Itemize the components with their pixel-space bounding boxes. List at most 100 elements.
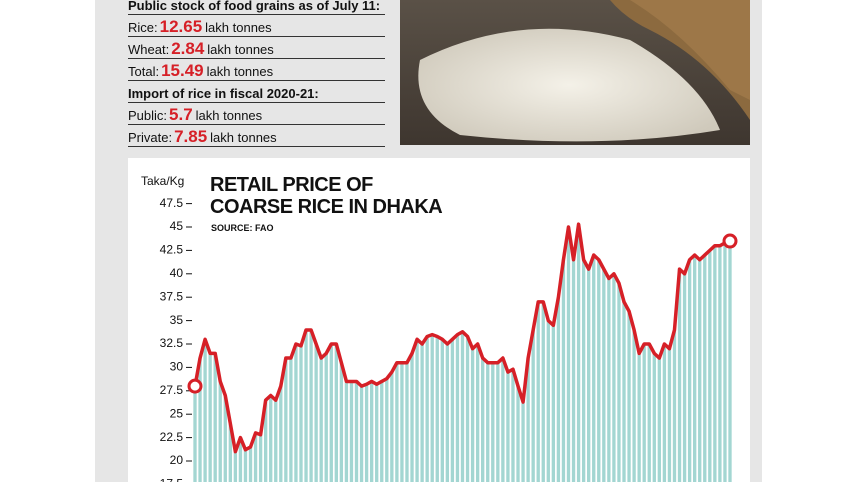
bar bbox=[203, 339, 207, 482]
bar bbox=[698, 259, 702, 482]
bar bbox=[470, 348, 475, 482]
bar bbox=[597, 259, 601, 482]
bar bbox=[324, 353, 328, 482]
bar bbox=[556, 297, 561, 482]
y-tick-label: 27.5 bbox=[160, 383, 184, 397]
info-row: Public stock of food grains as of July 1… bbox=[128, 0, 385, 15]
bar bbox=[440, 339, 444, 482]
bar bbox=[228, 423, 232, 482]
bar bbox=[248, 446, 253, 482]
y-tick-label: 40 bbox=[170, 266, 184, 280]
bar bbox=[657, 358, 662, 482]
bar bbox=[238, 437, 243, 482]
bar bbox=[566, 227, 571, 482]
bar bbox=[243, 449, 248, 482]
info-value: 7.85 bbox=[174, 127, 208, 146]
info-label: Public: bbox=[128, 108, 168, 123]
y-tick-label: 45 bbox=[170, 219, 184, 233]
bar bbox=[637, 353, 641, 482]
rice-photo bbox=[400, 0, 750, 145]
bar bbox=[233, 451, 238, 482]
bar bbox=[708, 250, 712, 482]
bar bbox=[713, 245, 717, 482]
bar bbox=[481, 358, 485, 482]
bar bbox=[208, 353, 212, 482]
bar bbox=[536, 301, 540, 482]
bar bbox=[385, 378, 389, 482]
bar bbox=[390, 372, 394, 482]
bar bbox=[213, 353, 217, 482]
bar bbox=[269, 395, 273, 482]
bar bbox=[607, 278, 611, 482]
bar bbox=[435, 336, 439, 482]
bar bbox=[693, 255, 697, 482]
bar bbox=[632, 329, 636, 482]
bar bbox=[677, 269, 682, 482]
bar bbox=[486, 362, 490, 482]
bar bbox=[546, 320, 550, 482]
end-marker bbox=[187, 378, 203, 394]
bar bbox=[581, 259, 586, 482]
bar bbox=[400, 362, 404, 482]
bar bbox=[359, 386, 364, 482]
info-row: Import of rice in fiscal 2020-21: bbox=[128, 81, 385, 103]
info-unit: lakh tonnes bbox=[206, 64, 274, 79]
bar bbox=[511, 369, 515, 482]
bar bbox=[369, 381, 374, 482]
bar bbox=[380, 381, 384, 482]
bar bbox=[304, 329, 308, 482]
bar bbox=[334, 344, 338, 482]
info-unit: lakh tonnes bbox=[205, 20, 272, 35]
info-label: Rice: bbox=[128, 20, 158, 35]
bar bbox=[592, 255, 596, 482]
bar bbox=[703, 255, 707, 482]
bar bbox=[531, 329, 535, 482]
bar bbox=[223, 395, 227, 482]
bar bbox=[420, 344, 424, 482]
info-unit: lakh tonnes bbox=[210, 130, 277, 145]
bar bbox=[576, 224, 581, 482]
info-value: 5.7 bbox=[169, 105, 193, 124]
bar bbox=[571, 259, 576, 482]
bar bbox=[561, 259, 566, 482]
bar bbox=[258, 434, 263, 482]
bar bbox=[647, 344, 651, 482]
bar bbox=[667, 348, 672, 482]
info-unit: lakh tonnes bbox=[207, 42, 274, 57]
bar bbox=[274, 400, 278, 482]
bar bbox=[728, 241, 732, 482]
bar bbox=[526, 358, 530, 482]
bar bbox=[687, 259, 692, 482]
y-tick-label: 20 bbox=[170, 453, 184, 467]
bar bbox=[475, 344, 480, 482]
bar bbox=[425, 336, 429, 482]
bar bbox=[622, 301, 626, 482]
bar bbox=[602, 269, 606, 482]
info-value: 12.65 bbox=[159, 17, 203, 36]
bar bbox=[344, 381, 349, 482]
bar bbox=[319, 358, 323, 482]
y-tick-label: 35 bbox=[170, 313, 184, 327]
bar bbox=[496, 362, 500, 482]
bar bbox=[627, 311, 631, 482]
bar bbox=[642, 344, 646, 482]
bar bbox=[405, 362, 409, 482]
bar bbox=[329, 344, 333, 482]
info-row: Wheat: 2.84 lakh tonnes bbox=[128, 37, 385, 59]
bar bbox=[375, 384, 379, 482]
bar bbox=[294, 344, 298, 482]
bar bbox=[506, 372, 510, 482]
info-row: Total: 15.49 lakh tonnes bbox=[128, 59, 385, 81]
bar bbox=[551, 325, 556, 482]
chart-source: SOURCE: FAO bbox=[211, 223, 274, 233]
bar bbox=[279, 386, 283, 482]
bar bbox=[193, 386, 197, 482]
bar bbox=[410, 353, 414, 482]
bar bbox=[718, 245, 722, 482]
bar bbox=[465, 336, 470, 482]
bar bbox=[501, 358, 505, 482]
info-label: Total: bbox=[128, 64, 160, 79]
bar bbox=[723, 242, 727, 482]
bar bbox=[491, 362, 495, 482]
